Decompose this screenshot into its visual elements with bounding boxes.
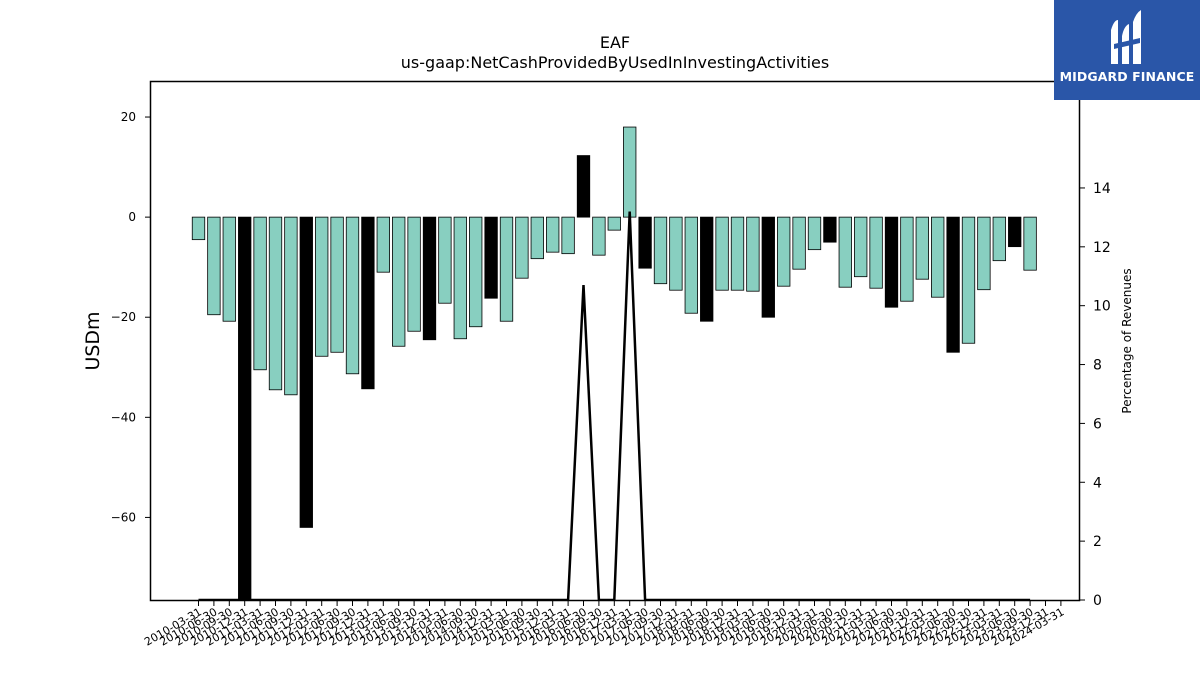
bar [376, 216, 390, 273]
bar [1023, 216, 1037, 271]
bar [345, 216, 360, 375]
bar [761, 216, 775, 318]
bar [253, 216, 267, 371]
bar [515, 216, 529, 279]
y2-tick-label: 6 [1093, 416, 1102, 432]
bar [777, 216, 791, 287]
bar [530, 216, 544, 260]
y2-tick-label: 12 [1093, 240, 1111, 256]
bar [469, 216, 483, 328]
bar [653, 216, 668, 285]
y-tick-label: 0 [128, 210, 136, 224]
midgard-logo-icon [1054, 0, 1200, 100]
y-axis-label: USDm [82, 311, 104, 370]
bar [1008, 216, 1022, 248]
y2-tick-label: 4 [1093, 475, 1102, 491]
bar [499, 216, 514, 322]
y2-tick-label: 0 [1093, 593, 1102, 609]
bar [823, 216, 837, 243]
bar [838, 216, 852, 288]
bar [284, 216, 298, 396]
bar [884, 216, 899, 308]
bar [638, 216, 652, 269]
bar [946, 216, 960, 353]
bar [315, 216, 329, 357]
bar [546, 216, 560, 253]
logo-text: MIDGARD FINANCE [1059, 69, 1195, 84]
y-tick-label: 20 [121, 110, 136, 124]
bar [700, 216, 714, 322]
bar [854, 216, 868, 278]
bar [407, 216, 421, 332]
bar [484, 216, 498, 299]
y2-tick-label: 14 [1093, 181, 1111, 197]
bar [222, 216, 236, 322]
bar [931, 216, 945, 298]
bar [623, 126, 637, 218]
y2-tick-label: 8 [1093, 358, 1102, 374]
y-tick-label: −40 [111, 410, 136, 424]
bar [191, 216, 206, 241]
bar [807, 216, 822, 251]
bar [961, 216, 976, 344]
bar [669, 216, 683, 291]
bar [715, 216, 729, 291]
bar [730, 216, 745, 291]
bar [915, 216, 929, 280]
y2-tick-label: 10 [1093, 299, 1111, 315]
bar [792, 216, 806, 270]
bar [869, 216, 883, 289]
plot-frame [149, 80, 1081, 602]
midgard-logo: MIDGARD FINANCE [1054, 0, 1200, 100]
bar [592, 216, 606, 256]
chart-title: EAF [600, 33, 630, 52]
bar [438, 216, 452, 304]
bar [361, 216, 375, 390]
bar [330, 216, 344, 353]
y-tick-label: −60 [111, 510, 136, 524]
bar [607, 216, 621, 231]
y-tick-label: −20 [111, 310, 136, 324]
y2-axis-label: Percentage of Revenues [1120, 268, 1134, 413]
bar [992, 216, 1006, 262]
bar [453, 216, 467, 340]
bar [684, 216, 698, 314]
bar [561, 216, 575, 255]
bar [576, 155, 591, 218]
bar [238, 216, 252, 600]
bar [207, 216, 221, 316]
bar [422, 216, 437, 341]
bar [746, 216, 760, 292]
bar [900, 216, 914, 302]
bar [392, 216, 406, 347]
y2-tick-label: 2 [1093, 534, 1102, 550]
bar [268, 216, 283, 391]
chart-subtitle: us-gaap:NetCashProvidedByUsedInInvesting… [401, 53, 829, 72]
bar [977, 216, 991, 291]
bar [299, 216, 313, 528]
